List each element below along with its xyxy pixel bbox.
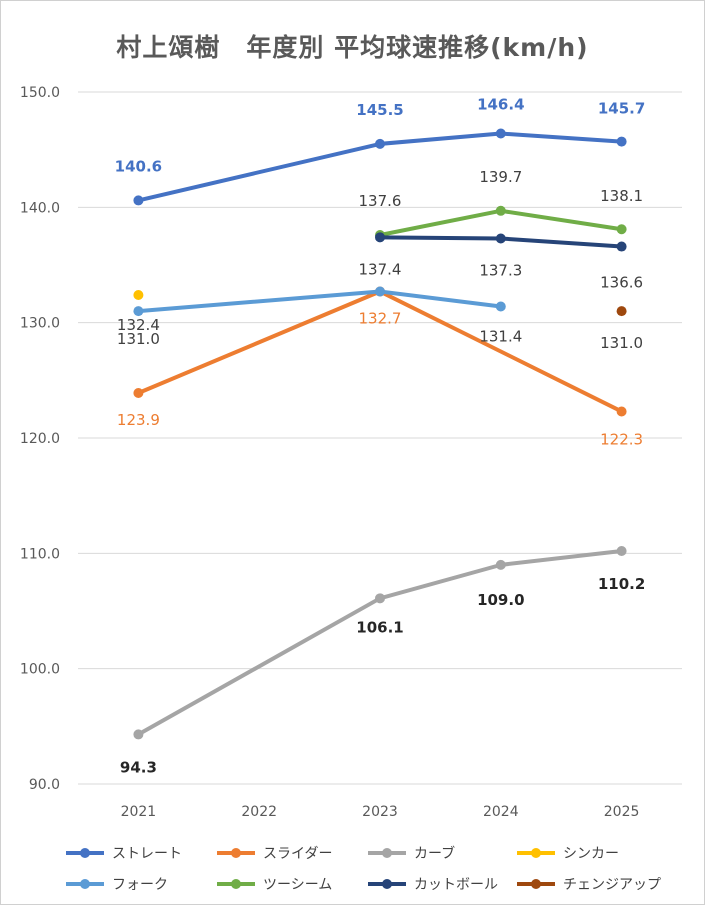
y-tick-label: 150.0: [20, 85, 60, 101]
legend-swatch-marker: [382, 879, 392, 889]
data-label: 139.7: [479, 168, 522, 186]
data-label: 131.4: [479, 328, 522, 346]
data-point: [616, 546, 627, 557]
series-line: [136, 141, 382, 203]
data-label: 140.6: [115, 157, 162, 175]
series-line: [378, 289, 624, 414]
data-label: 110.2: [598, 575, 645, 593]
data-point: [616, 136, 627, 147]
data-label: 138.1: [600, 187, 643, 205]
data-label: 146.4: [477, 96, 524, 114]
legend-swatch-marker: [80, 848, 90, 858]
chart-title: 村上頌樹 年度別 平均球速推移(km/h): [116, 33, 589, 62]
legend-label: ストレート: [112, 846, 182, 862]
series-line: [378, 235, 503, 241]
data-point: [133, 289, 144, 300]
data-point: [495, 301, 506, 312]
x-tick-label: 2023: [362, 804, 398, 820]
series-line: [136, 289, 382, 396]
data-label: 131.0: [117, 330, 160, 348]
y-tick-label: 90.0: [29, 777, 60, 793]
data-point: [616, 241, 627, 252]
legend-label: ツーシーム: [263, 877, 332, 893]
data-label: 145.5: [356, 101, 403, 119]
y-tick-label: 130.0: [20, 316, 60, 332]
data-label: 132.7: [359, 310, 402, 328]
data-label: 137.6: [359, 192, 402, 210]
data-label: 132.4: [117, 316, 160, 334]
data-point: [375, 593, 385, 604]
y-tick-label: 110.0: [20, 546, 60, 562]
series-line: [498, 236, 624, 249]
x-tick-label: 2022: [241, 804, 277, 820]
series-line: [136, 596, 382, 737]
series-line: [498, 131, 624, 144]
x-tick-label: 2024: [483, 804, 519, 820]
data-label: 137.4: [359, 260, 402, 278]
x-tick-label: 2021: [121, 804, 157, 820]
series-line: [378, 289, 503, 309]
y-tick-label: 120.0: [20, 431, 60, 447]
legend-label: カーブ: [414, 845, 455, 862]
legend-label: カットボール: [414, 877, 498, 893]
data-point: [133, 388, 144, 399]
data-point: [616, 406, 627, 417]
data-label: 131.0: [600, 334, 643, 352]
legend-swatch-marker: [231, 879, 241, 889]
legend-swatch-marker: [231, 848, 241, 858]
series-line: [378, 131, 503, 146]
series-line: [378, 562, 503, 601]
data-point: [616, 306, 627, 317]
data-point: [133, 195, 144, 206]
data-label: 106.1: [356, 618, 403, 636]
legend-label: チェンジアップ: [563, 877, 661, 893]
data-point: [495, 233, 506, 244]
legend-label: フォーク: [112, 877, 168, 893]
data-point: [133, 729, 144, 740]
series-line: [136, 289, 382, 314]
data-label: 123.9: [117, 411, 160, 429]
legend-label: スライダー: [263, 846, 332, 862]
data-label: 94.3: [120, 758, 157, 776]
data-point: [495, 128, 506, 139]
legend-swatch-marker: [80, 879, 90, 889]
data-point: [495, 205, 506, 216]
legend-label: シンカー: [563, 846, 619, 862]
data-point: [375, 286, 385, 297]
data-label: 109.0: [477, 591, 524, 609]
y-tick-label: 100.0: [20, 662, 60, 678]
y-tick-label: 140.0: [20, 200, 60, 216]
data-point: [616, 224, 627, 235]
legend-swatch-marker: [531, 879, 541, 889]
data-point: [375, 232, 385, 243]
x-tick-label: 2025: [604, 804, 640, 820]
series-line: [378, 208, 503, 238]
data-label: 137.3: [479, 261, 522, 279]
legend-swatch-marker: [531, 848, 541, 858]
data-label: 145.7: [598, 100, 645, 118]
legend-swatch-marker: [382, 848, 392, 858]
data-point: [375, 138, 385, 149]
data-point: [495, 559, 506, 570]
data-point: [133, 306, 144, 317]
series-line: [498, 208, 624, 232]
data-label: 122.3: [600, 430, 643, 448]
data-label: 136.6: [600, 274, 643, 292]
series-line: [498, 549, 624, 567]
